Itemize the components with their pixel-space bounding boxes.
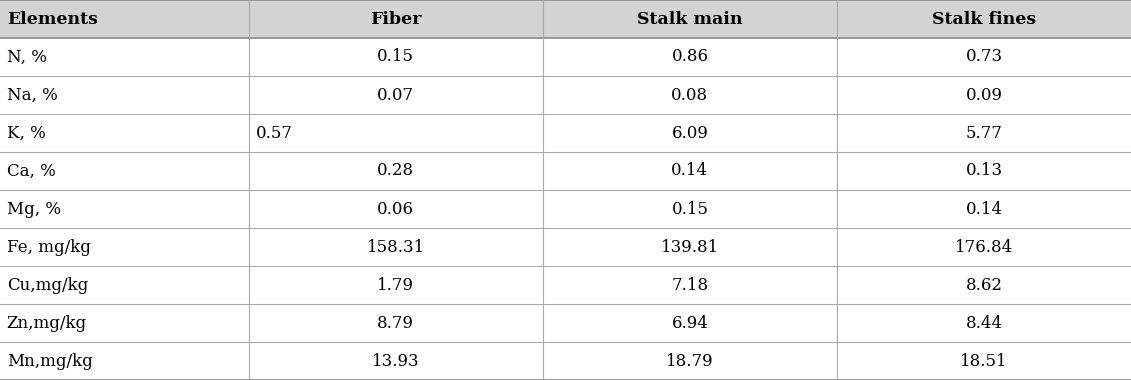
Text: Mn,mg/kg: Mn,mg/kg [7,353,93,369]
Text: 5.77: 5.77 [966,125,1002,141]
Text: 0.57: 0.57 [256,125,293,141]
Text: 0.08: 0.08 [672,87,708,103]
Text: 139.81: 139.81 [661,239,719,255]
Text: Mg, %: Mg, % [7,201,61,217]
Text: 0.09: 0.09 [966,87,1002,103]
Text: 0.06: 0.06 [378,201,414,217]
Text: Ca, %: Ca, % [7,163,55,179]
Text: 8.79: 8.79 [378,315,414,331]
Text: 18.79: 18.79 [666,353,714,369]
Text: 0.14: 0.14 [672,163,708,179]
Text: 7.18: 7.18 [672,277,708,293]
Text: 0.73: 0.73 [966,49,1002,65]
Text: Stalk fines: Stalk fines [932,11,1036,27]
Text: 6.94: 6.94 [672,315,708,331]
Text: 1.79: 1.79 [378,277,414,293]
Text: Elements: Elements [7,11,97,27]
Text: 6.09: 6.09 [672,125,708,141]
Text: 8.62: 8.62 [966,277,1002,293]
Text: 18.51: 18.51 [960,353,1008,369]
Text: Na, %: Na, % [7,87,58,103]
Text: Fe, mg/kg: Fe, mg/kg [7,239,90,255]
Text: 0.07: 0.07 [378,87,414,103]
Text: Stalk main: Stalk main [637,11,743,27]
Text: 8.44: 8.44 [966,315,1002,331]
Text: Zn,mg/kg: Zn,mg/kg [7,315,87,331]
Text: 0.28: 0.28 [378,163,414,179]
Text: Fiber: Fiber [370,11,422,27]
Text: 0.14: 0.14 [966,201,1002,217]
Text: K, %: K, % [7,125,45,141]
Text: 158.31: 158.31 [366,239,425,255]
Text: N, %: N, % [7,49,46,65]
Text: 0.13: 0.13 [966,163,1002,179]
Text: 176.84: 176.84 [955,239,1013,255]
Text: 0.15: 0.15 [672,201,708,217]
Text: 13.93: 13.93 [372,353,420,369]
Text: 0.15: 0.15 [378,49,414,65]
Text: 0.86: 0.86 [672,49,708,65]
Text: Cu,mg/kg: Cu,mg/kg [7,277,88,293]
